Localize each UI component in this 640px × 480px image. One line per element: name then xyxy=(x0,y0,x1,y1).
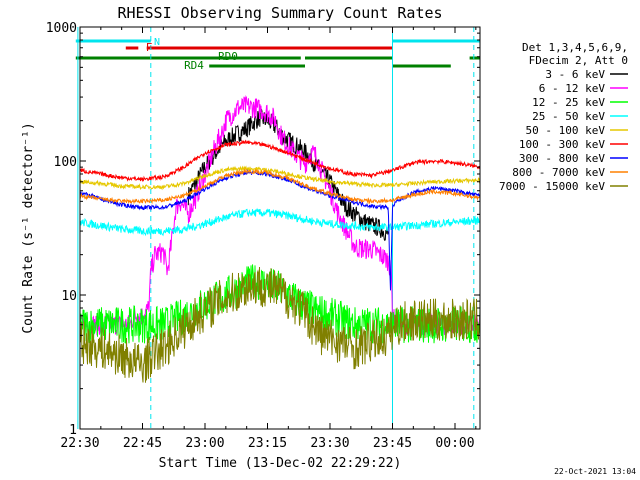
x-tick-label: 23:00 xyxy=(185,436,224,451)
flag-label-n: N xyxy=(154,37,160,48)
legend-header-line-2: FDecim 2, Att 0 xyxy=(529,54,628,67)
legend-label-7000-15000-kev: 7000 - 15000 keV xyxy=(499,180,605,193)
x-tick-label: 23:30 xyxy=(310,436,349,451)
y-tick-label: 100 xyxy=(54,155,77,170)
y-tick-label: 10 xyxy=(61,289,77,304)
axes: 1 10 100 1000 22:30 22:45 23:00 23:15 23:30 23:45… xyxy=(46,21,480,451)
x-tick-label: 23:15 xyxy=(248,436,287,451)
x-axis-label: Start Time (13-Dec-02 22:29:22) xyxy=(159,456,402,471)
chart-title: RHESSI Observing Summary Count Rates xyxy=(117,4,442,22)
flag-label-rd4: RD4 xyxy=(184,59,204,72)
series-group xyxy=(79,95,481,383)
x-tick-label: 22:45 xyxy=(123,436,162,451)
series-line-7000-15000-kev xyxy=(79,266,481,383)
legend-label-25-50-kev: 25 - 50 keV xyxy=(532,110,605,123)
legend-label-6-12-kev: 6 - 12 keV xyxy=(539,82,606,95)
legend-label-3-6-kev: 3 - 6 keV xyxy=(545,68,605,81)
flag-label-rd0: RD0 xyxy=(218,50,238,63)
legend-label-50-100-kev: 50 - 100 keV xyxy=(526,124,606,137)
series-line-50-100-kev xyxy=(79,165,481,191)
legend-header-line-1: Det 1,3,4,5,6,9, xyxy=(522,41,628,54)
legend-label-300-800-kev: 300 - 800 keV xyxy=(519,152,605,165)
series-line-25-50-kev xyxy=(79,207,481,237)
x-tick-label: 22:30 xyxy=(60,436,99,451)
series-line-100-300-kev xyxy=(79,139,481,183)
instrument-flags xyxy=(75,39,480,68)
legend-label-100-300-kev: 100 - 300 keV xyxy=(519,138,605,151)
plot-frame xyxy=(79,26,481,430)
legend-label-800-7000-kev: 800 - 7000 keV xyxy=(512,166,605,179)
y-tick-label: 1 xyxy=(69,423,77,438)
x-tick-label: 23:45 xyxy=(373,436,412,451)
legend-label-12-25-kev: 12 - 25 keV xyxy=(532,96,605,109)
y-axis-label: Count Rate (s⁻¹ detector⁻¹) xyxy=(21,122,36,333)
y-tick-label: 1000 xyxy=(46,21,77,36)
series-line-800-7000-kev xyxy=(79,168,481,205)
flag-label-f: F xyxy=(146,41,153,54)
timestamp: 22-Oct-2021 13:04 xyxy=(554,467,636,476)
x-tick-label: 00:00 xyxy=(435,436,474,451)
legend: Det 1,3,4,5,6,9, FDecim 2, Att 0 3 - 6 k… xyxy=(499,41,628,193)
